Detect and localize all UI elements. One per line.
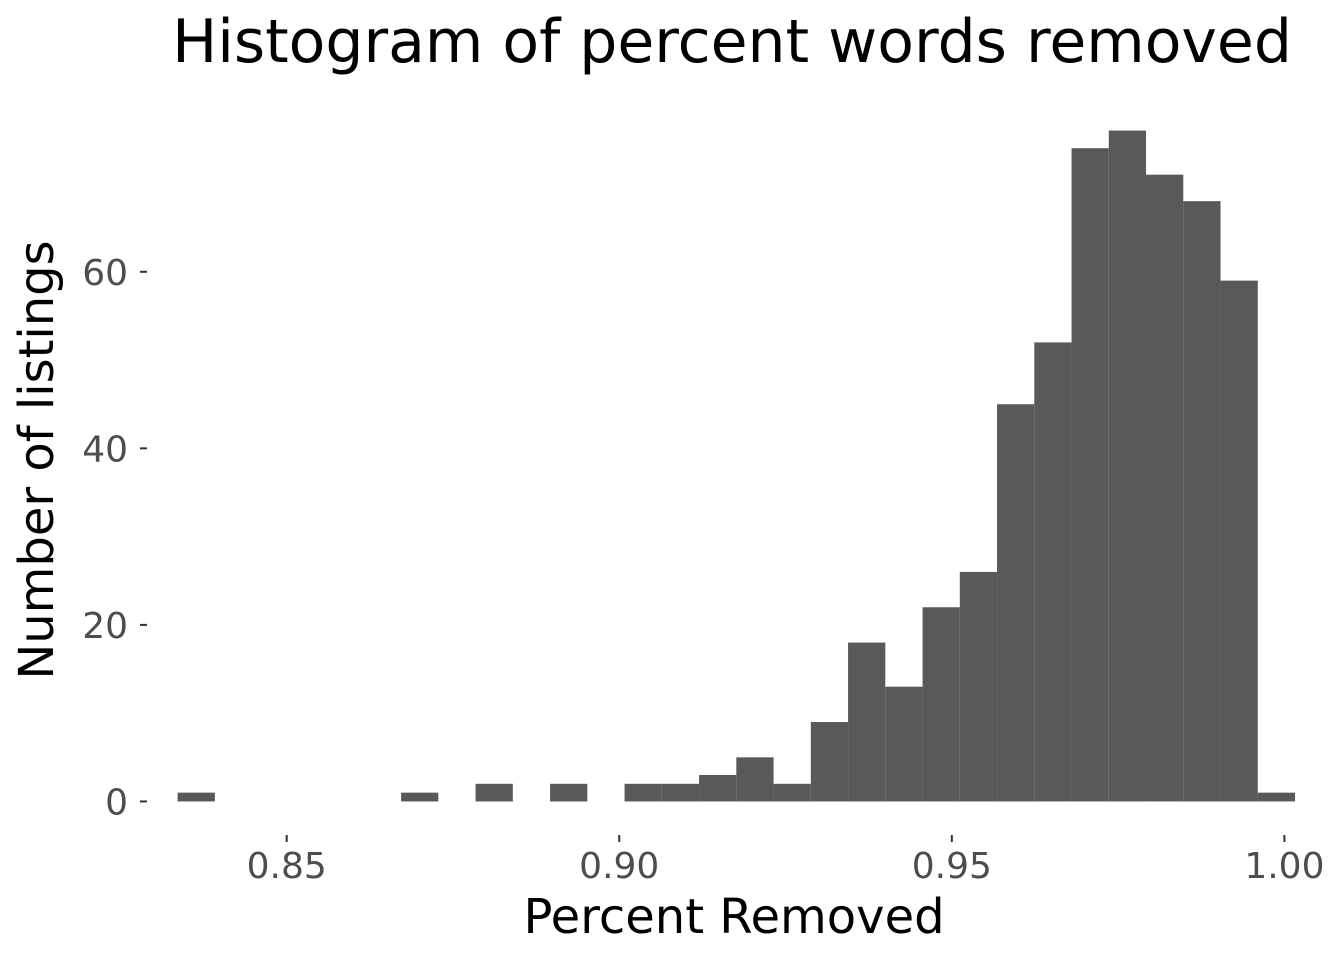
histogram-bar-18: [848, 642, 886, 802]
histogram-bar-13: [661, 783, 700, 802]
histogram-bar-26: [1146, 174, 1184, 802]
histogram-bar-8: [475, 783, 513, 802]
y-tick-label-0: 0: [105, 782, 128, 823]
x-tick-label-0: 0.85: [247, 846, 327, 887]
chart-title: Histogram of percent words removed: [172, 7, 1292, 77]
histogram-bar-12: [624, 783, 662, 802]
histogram-bar-10: [550, 783, 588, 802]
histogram-bar-14: [699, 774, 737, 802]
x-tick-label-3: 1.00: [1244, 846, 1324, 887]
histogram-bar-20: [922, 607, 960, 802]
histogram-bars: [177, 130, 1296, 802]
histogram-bar-0: [177, 792, 215, 802]
histogram-bar-6: [401, 792, 439, 802]
histogram-bar-27: [1183, 201, 1221, 802]
histogram-bar-21: [959, 571, 998, 802]
y-axis-label: Number of listings: [9, 240, 65, 679]
y-tick-label-1: 20: [82, 606, 128, 647]
histogram-bar-29: [1257, 792, 1296, 802]
histogram-bar-23: [1034, 342, 1072, 802]
x-tick-label-1: 0.90: [579, 846, 659, 887]
histogram-bar-24: [1071, 148, 1109, 802]
histogram-bar-15: [736, 757, 774, 802]
y-tick-label-3: 60: [82, 253, 128, 294]
histogram-bar-25: [1108, 130, 1147, 802]
x-tick-label-2: 0.95: [912, 846, 992, 887]
histogram-bar-28: [1220, 280, 1258, 802]
y-axis-ticks: 0 20 40 60: [82, 253, 147, 823]
x-axis-label: Percent Removed: [523, 889, 944, 945]
x-axis-ticks: 0.85 0.90 0.95 1.00: [247, 835, 1324, 887]
histogram-bar-17: [810, 722, 849, 802]
histogram-bar-16: [773, 783, 811, 802]
histogram-bar-22: [997, 404, 1035, 802]
y-tick-label-2: 40: [82, 429, 128, 470]
histogram-bar-19: [885, 686, 923, 802]
